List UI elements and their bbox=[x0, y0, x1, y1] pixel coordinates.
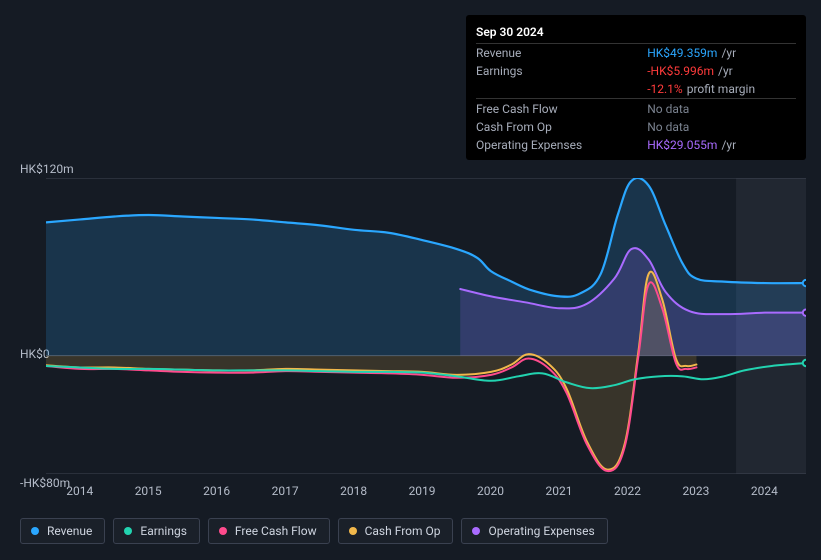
x-axis-label: 2016 bbox=[203, 484, 230, 498]
x-axis-label: 2024 bbox=[751, 484, 778, 498]
legend-label: Cash From Op bbox=[365, 524, 441, 538]
legend-item-cfo[interactable]: Cash From Op bbox=[338, 518, 454, 544]
tooltip-row-label: Operating Expenses bbox=[476, 136, 647, 154]
legend-item-revenue[interactable]: Revenue bbox=[20, 518, 105, 544]
x-axis-label: 2017 bbox=[272, 484, 299, 498]
series-end-dot-revenue bbox=[803, 280, 806, 286]
series-end-dot-earnings bbox=[803, 360, 806, 366]
tooltip-row-label: Earnings bbox=[476, 62, 647, 80]
series-end-dot-opex bbox=[803, 309, 806, 315]
x-axis-label: 2015 bbox=[135, 484, 162, 498]
legend-dot-icon bbox=[472, 527, 480, 535]
tooltip-row-value: HK$29.055m/yr bbox=[647, 136, 796, 154]
x-axis-label: 2023 bbox=[682, 484, 709, 498]
legend-dot-icon bbox=[219, 527, 227, 535]
legend-label: Operating Expenses bbox=[488, 524, 594, 538]
tooltip-row-subvalue: -12.1%profit margin bbox=[647, 80, 796, 99]
tooltip-row-value: No data bbox=[647, 99, 796, 119]
x-axis-label: 2020 bbox=[477, 484, 504, 498]
y-axis-label: HK$120m bbox=[20, 162, 74, 176]
x-axis-label: 2014 bbox=[66, 484, 93, 498]
x-axis-label: 2019 bbox=[409, 484, 436, 498]
financials-chart bbox=[46, 178, 806, 474]
x-axis-label: 2022 bbox=[614, 484, 641, 498]
legend-item-opex[interactable]: Operating Expenses bbox=[461, 518, 607, 544]
legend-dot-icon bbox=[124, 527, 132, 535]
legend-item-fcf[interactable]: Free Cash Flow bbox=[208, 518, 330, 544]
legend-item-earnings[interactable]: Earnings bbox=[113, 518, 200, 544]
legend-dot-icon bbox=[349, 527, 357, 535]
legend-label: Free Cash Flow bbox=[235, 524, 317, 538]
chart-legend: Revenue Earnings Free Cash Flow Cash From O… bbox=[20, 518, 608, 544]
tooltip-row-value: No data bbox=[647, 118, 796, 136]
legend-label: Revenue bbox=[47, 524, 92, 538]
x-axis-label: 2021 bbox=[546, 484, 573, 498]
tooltip-row-label: Cash From Op bbox=[476, 118, 647, 136]
tooltip-row-label: Revenue bbox=[476, 44, 647, 62]
tooltip-row-value: HK$49.359m/yr bbox=[647, 44, 796, 62]
x-axis-label: 2018 bbox=[340, 484, 367, 498]
tooltip-row-value: -HK$5.996m/yr bbox=[647, 62, 796, 80]
legend-label: Earnings bbox=[140, 524, 187, 538]
chart-tooltip: Sep 30 2024RevenueHK$49.359m/yrEarnings-… bbox=[466, 15, 806, 160]
tooltip-title: Sep 30 2024 bbox=[476, 21, 796, 44]
legend-dot-icon bbox=[31, 527, 39, 535]
x-axis: 2014 2015 2016 2017 2018 2019 2020 2021 2022 2023… bbox=[46, 484, 806, 500]
tooltip-row-label: Free Cash Flow bbox=[476, 99, 647, 119]
